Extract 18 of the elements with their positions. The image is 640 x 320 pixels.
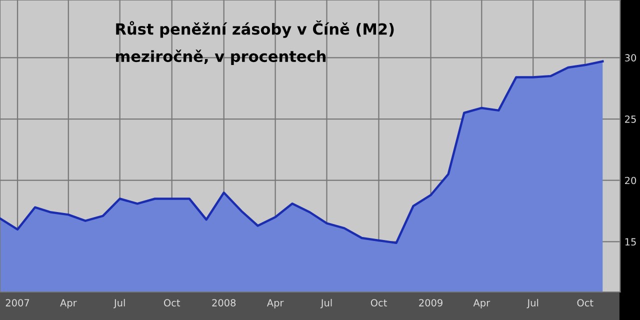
x-tick-label: 2007 [6, 299, 30, 306]
x-tick-label: Jul [320, 298, 332, 308]
y-tick-label: 30 [625, 54, 636, 62]
x-tick-label: Apr [473, 299, 490, 308]
x-tick-label: Jul [526, 298, 538, 308]
y-tick-label: 20 [625, 176, 636, 184]
y-tick-label: 25 [625, 115, 636, 123]
x-tick-label: Apr [60, 299, 77, 308]
text: Růst peněžní zásoby v Číně (M2) [116, 20, 394, 38]
x-tick-label: 2009 [419, 299, 442, 306]
text: meziročně, v procentech [116, 50, 326, 66]
x-tick-label: 2008 [212, 299, 236, 306]
x-tick-label: Oct [370, 299, 387, 306]
y-tick-label: 15 [625, 238, 636, 246]
x-tick-label: Oct [577, 299, 594, 306]
x-tick-label: Jul [113, 298, 125, 308]
x-tick-label: Oct [164, 299, 180, 306]
x-tick-label: Apr [266, 299, 284, 308]
